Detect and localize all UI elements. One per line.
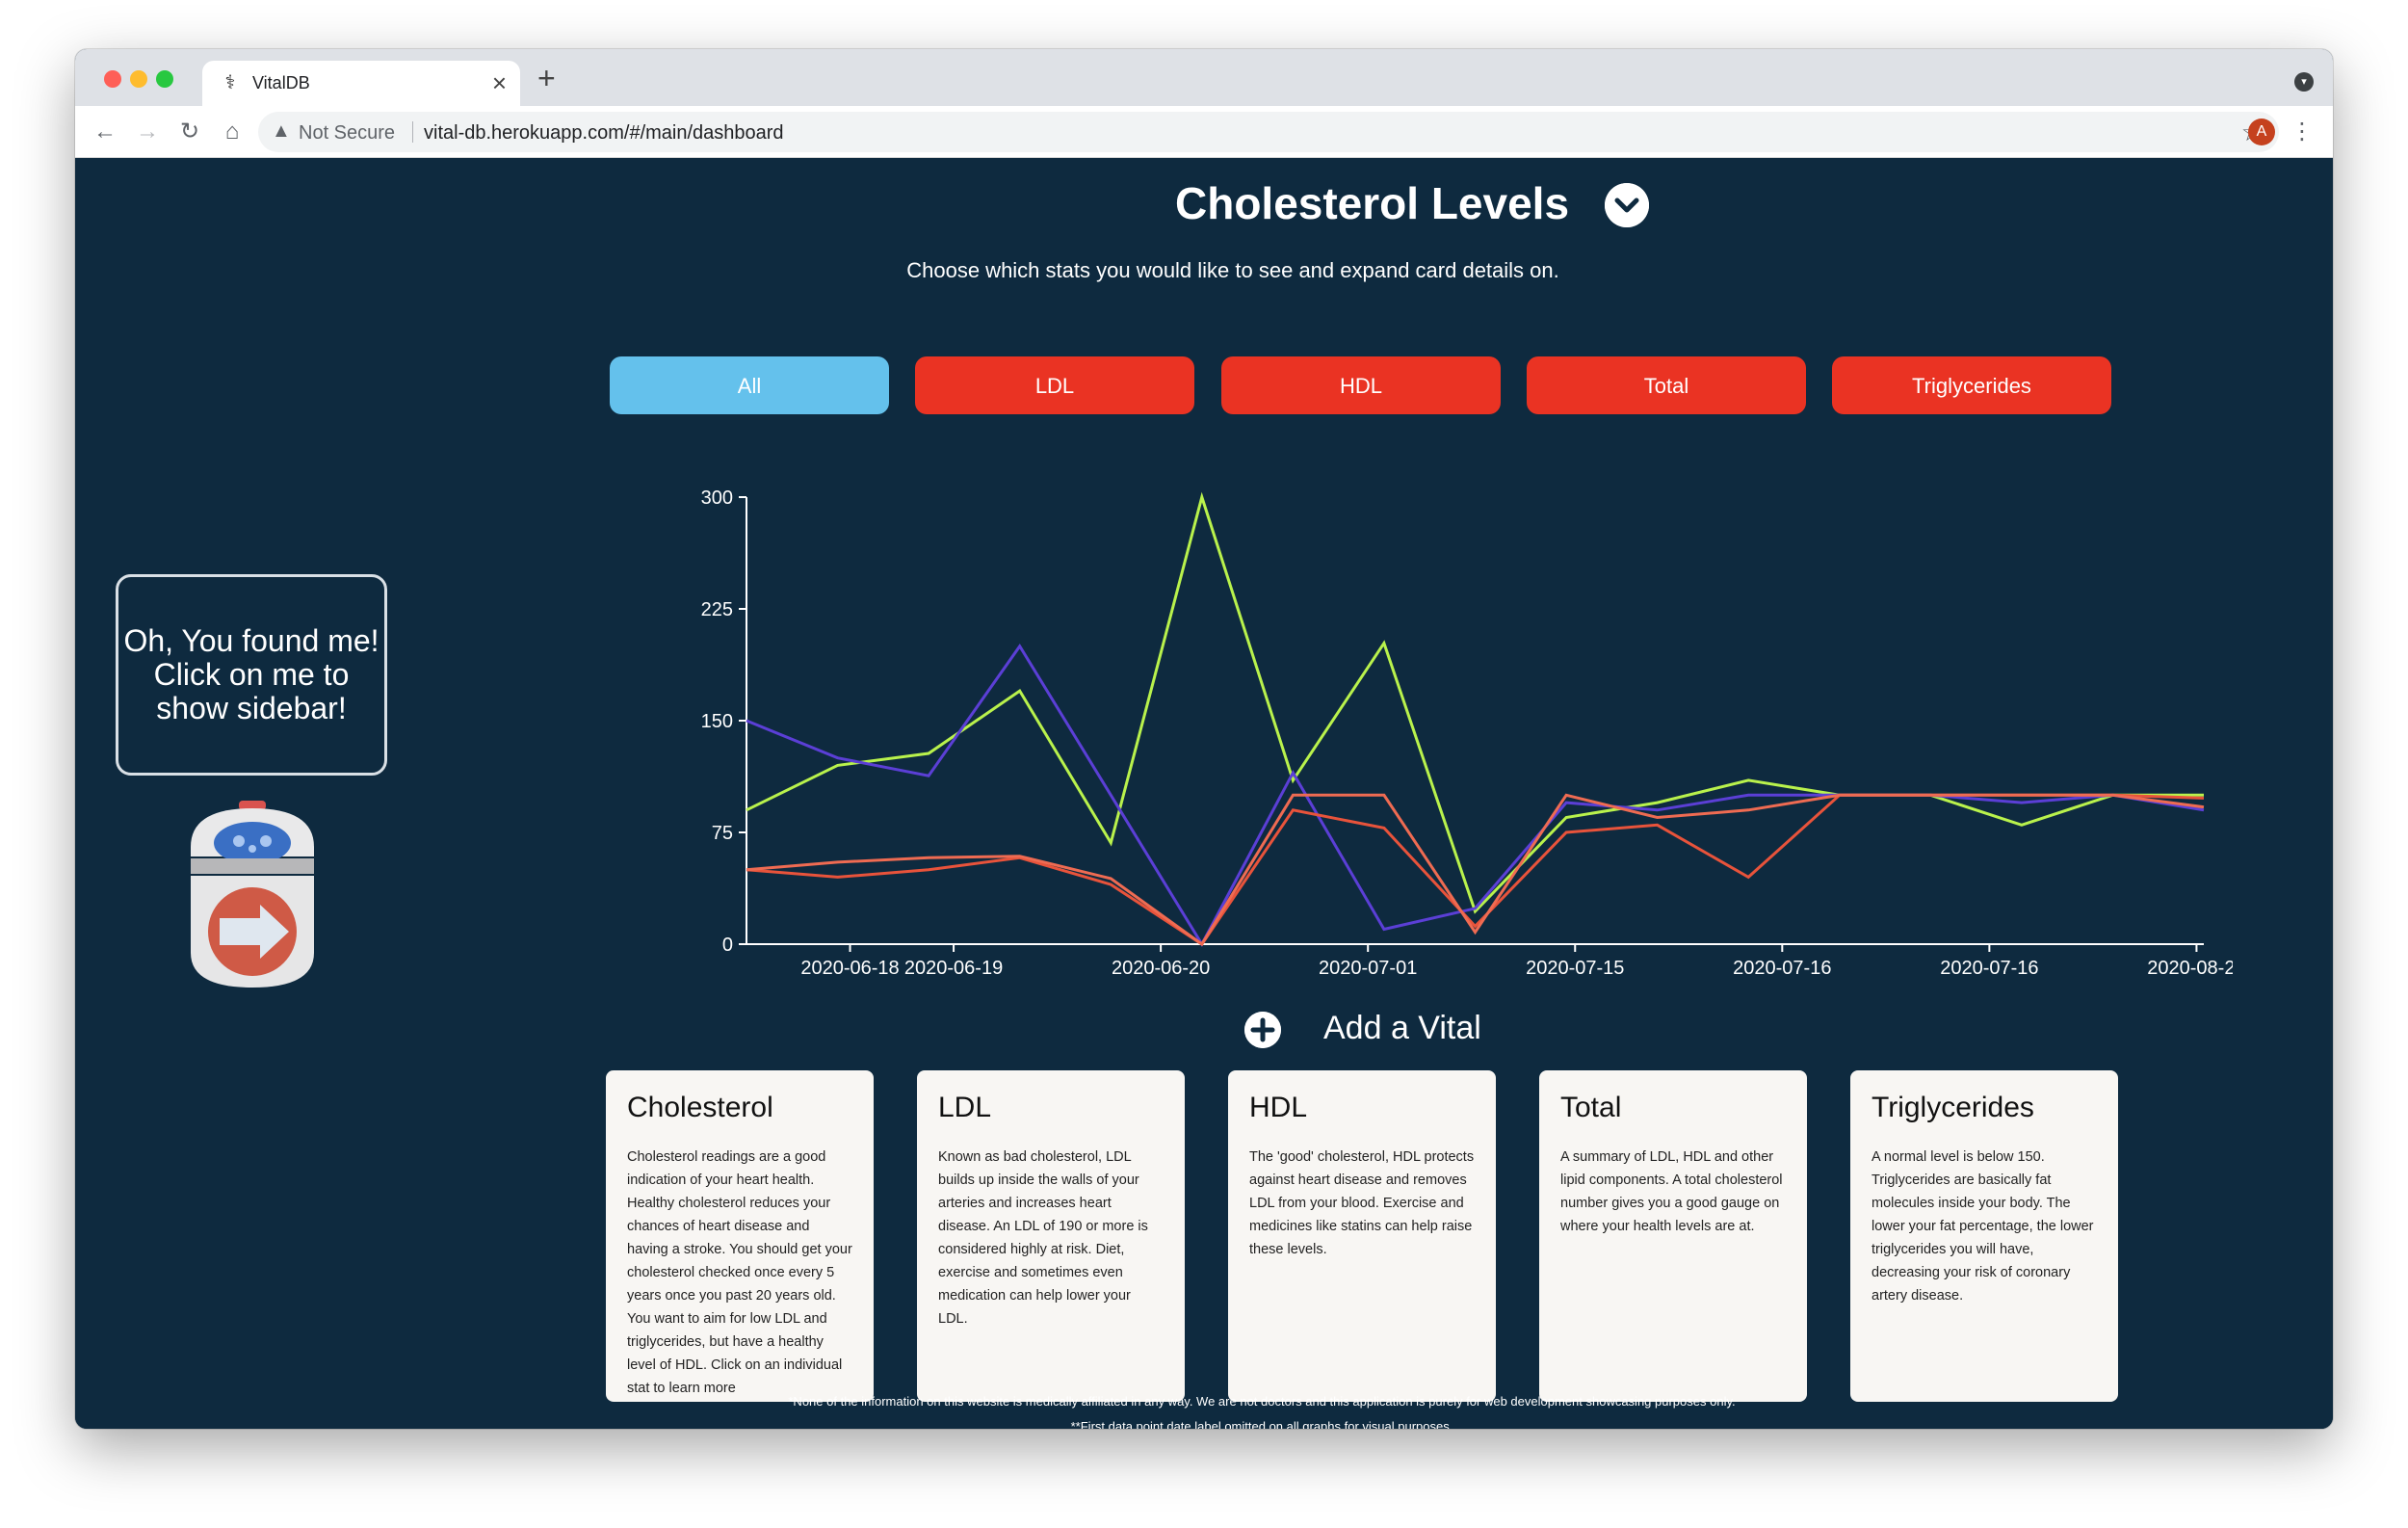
home-icon[interactable]: ⌂ — [224, 119, 240, 145]
filter-all-button[interactable]: All — [610, 356, 889, 414]
filter-ldl-button[interactable]: LDL — [915, 356, 1194, 414]
series-line-4 — [746, 793, 2205, 947]
reload-icon[interactable]: ↻ — [179, 119, 200, 145]
url-text[interactable]: vital-db.herokuapp.com/#/main/dashboard — [424, 122, 784, 144]
filter-total-button[interactable]: Total — [1527, 356, 1806, 414]
card-total[interactable]: Total A summary of LDL, HDL and other li… — [1539, 1070, 1807, 1402]
profile-avatar[interactable]: A — [2248, 119, 2275, 145]
maximize-window-button[interactable] — [156, 70, 173, 88]
card-title: LDL — [938, 1092, 992, 1123]
warning-icon[interactable]: ▲ — [272, 120, 291, 142]
cholesterol-line-chart: 0 75 150 225 300 2020-06-18 2020-06-19 2020-06-… — [701, 487, 2233, 977]
x-tick-label: 2020-07-16 — [1940, 958, 2038, 977]
divider — [412, 121, 413, 143]
x-tick-label: 2020-06-18 — [800, 958, 899, 977]
tab-strip: ⚕ VitalDB × + ▾ — [75, 49, 2333, 106]
card-title: Total — [1560, 1092, 1622, 1123]
add-vital-icon[interactable] — [1244, 1012, 1281, 1048]
series-line-1 — [746, 491, 2204, 914]
forward-icon[interactable]: → — [136, 119, 159, 145]
y-tick-label: 150 — [701, 711, 733, 732]
card-body: Cholesterol readings are a good indicati… — [627, 1149, 852, 1396]
card-body: The 'good' cholesterol, HDL protects aga… — [1249, 1149, 1475, 1257]
close-tab-icon[interactable]: × — [491, 68, 507, 97]
x-tick-label: 2020-07-01 — [1319, 958, 1417, 977]
card-body: A normal level is below 150. Triglycerid… — [1871, 1149, 2094, 1304]
card-title: Cholesterol — [627, 1092, 773, 1123]
x-tick-label: 2020-08-27 — [2147, 958, 2233, 977]
minimize-window-button[interactable] — [130, 70, 147, 88]
browser-toolbar: ← → ↻ ⌂ ▲ Not Secure vital-db.herokuapp.… — [75, 106, 2333, 158]
x-tick-label: 2020-07-16 — [1733, 958, 1831, 977]
series-line-2 — [746, 643, 2205, 948]
y-tick-label: 300 — [701, 487, 733, 509]
y-tick-label: 0 — [722, 935, 733, 956]
tab-title: VitalDB — [252, 73, 310, 92]
back-icon[interactable]: ← — [93, 119, 117, 145]
add-vital-label[interactable]: Add a Vital — [1323, 1010, 1481, 1046]
x-tick-label: 2020-07-15 — [1526, 958, 1624, 977]
card-hdl[interactable]: HDL The 'good' cholesterol, HDL protects… — [1228, 1070, 1496, 1402]
chevron-down-icon[interactable] — [1605, 183, 1649, 227]
card-body: A summary of LDL, HDL and other lipid co… — [1560, 1149, 1783, 1234]
card-ldl[interactable]: LDL Known as bad cholesterol, LDL builds… — [917, 1070, 1185, 1402]
card-title: Triglycerides — [1871, 1092, 2034, 1123]
x-tick-label: 2020-06-20 — [1112, 958, 1210, 977]
new-tab-icon[interactable]: + — [537, 61, 556, 95]
tab-search-icon[interactable]: ▾ — [2294, 72, 2314, 92]
series-line-3 — [746, 793, 2205, 947]
card-title: HDL — [1249, 1092, 1308, 1123]
x-tick-label: 2020-06-19 — [904, 958, 1003, 977]
card-triglycerides[interactable]: Triglycerides A normal level is below 15… — [1850, 1070, 2118, 1402]
page-subtitle: Choose which stats you would like to see… — [906, 258, 1559, 282]
more-menu-icon[interactable]: ⋮ — [2290, 119, 2314, 145]
address-bar[interactable]: ▲ Not Secure vital-db.herokuapp.com/#/ma… — [258, 112, 2279, 152]
security-label[interactable]: Not Secure — [299, 122, 396, 144]
bubble-line: Click on me to — [153, 657, 350, 692]
browser-tab[interactable]: ⚕ VitalDB × — [202, 61, 520, 106]
bubble-line: show sidebar! — [156, 691, 347, 725]
disclaimer-note: *None of the information on this website… — [788, 1394, 1736, 1409]
y-tick-label: 75 — [712, 823, 733, 844]
bubble-line: Oh, You found me! — [123, 623, 380, 658]
caduceus-icon: ⚕ — [224, 72, 236, 93]
sidebar-hint-bubble[interactable]: Oh, You found me! Click on me to show si… — [116, 574, 387, 776]
page-title: Cholesterol Levels — [1175, 178, 1570, 228]
y-tick-label: 225 — [701, 599, 733, 620]
card-cholesterol[interactable]: Cholesterol Cholesterol readings are a g… — [606, 1070, 874, 1402]
robot-sidebar-toggle-icon[interactable] — [181, 799, 324, 991]
filter-triglycerides-button[interactable]: Triglycerides — [1832, 356, 2111, 414]
dashboard-page: Cholesterol Levels Choose which stats yo… — [75, 158, 2333, 1429]
filter-hdl-button[interactable]: HDL — [1221, 356, 1501, 414]
date-label-note: **First data point date label omitted on… — [1070, 1419, 1453, 1429]
close-window-button[interactable] — [104, 70, 121, 88]
card-body: Known as bad cholesterol, LDL builds up … — [938, 1149, 1148, 1327]
browser-window: ⚕ VitalDB × + ▾ ← → ↻ ⌂ ▲ Not Secure vit… — [75, 49, 2333, 1429]
